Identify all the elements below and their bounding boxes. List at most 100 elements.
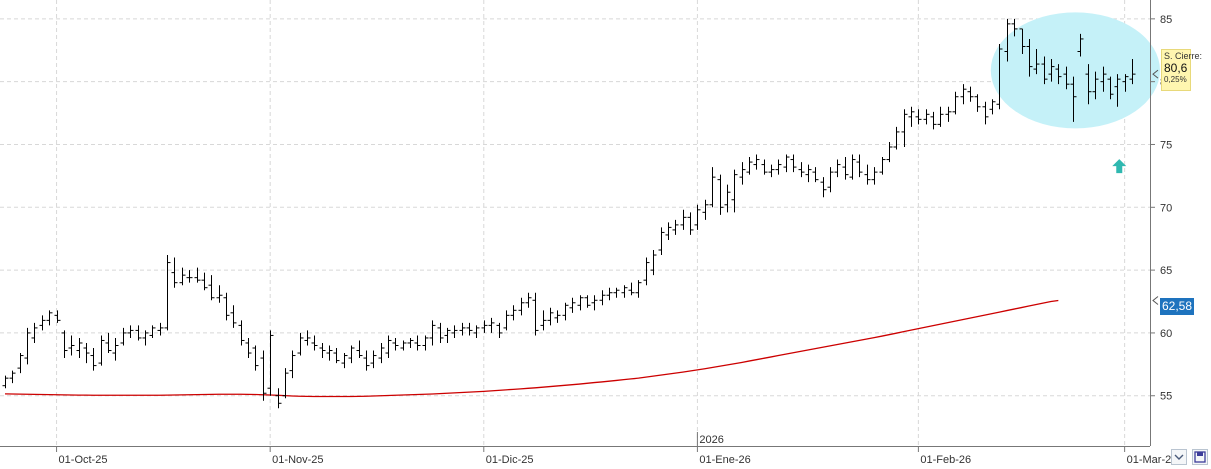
ohlc-bar bbox=[945, 106, 952, 122]
ohlc-bar bbox=[886, 141, 893, 163]
ohlc-bar bbox=[1041, 56, 1048, 85]
ohlc-bar bbox=[171, 257, 178, 288]
moving-average-line bbox=[4, 299, 1059, 398]
ohlc-bar bbox=[1122, 74, 1129, 92]
ohlc-bar bbox=[702, 199, 709, 220]
ohlc-bar bbox=[687, 212, 694, 235]
ohlc-bar bbox=[245, 337, 252, 359]
ohlc-bar bbox=[363, 350, 370, 371]
highlight-ellipse bbox=[990, 12, 1160, 129]
grid bbox=[0, 0, 1150, 446]
x-tick-label: 01-Oct-25 bbox=[59, 454, 108, 466]
y-tick-label: 65 bbox=[1160, 265, 1172, 277]
ohlc-bar bbox=[562, 302, 569, 321]
ohlc-bar bbox=[606, 287, 613, 301]
ohlc-bar bbox=[1070, 76, 1077, 122]
ohlc-bar bbox=[252, 345, 259, 371]
ohlc-bar bbox=[510, 305, 517, 321]
ohlc-bar bbox=[370, 350, 377, 369]
ohlc-bar bbox=[1019, 28, 1026, 55]
ohlc-bar bbox=[400, 340, 407, 351]
ohlc-bar bbox=[1114, 74, 1121, 107]
ohlc-bar bbox=[186, 270, 193, 283]
ohlc-bar bbox=[937, 106, 944, 127]
ohlc-bar bbox=[989, 99, 996, 115]
up-arrow-icon bbox=[1112, 159, 1127, 174]
ohlc-bar bbox=[532, 292, 539, 336]
x-tick-label: 01-Nov-25 bbox=[272, 454, 323, 466]
close-tag-pointer bbox=[1152, 69, 1159, 79]
ohlc-bar bbox=[540, 310, 547, 331]
ohlc-bar bbox=[768, 164, 775, 178]
ohlc-bar bbox=[333, 348, 340, 364]
ohlc-bar bbox=[746, 157, 753, 175]
save-icon bbox=[1194, 451, 1206, 463]
x-tick-label: 01-Feb-26 bbox=[920, 454, 971, 466]
ohlc-bar bbox=[68, 335, 75, 356]
ohlc-bar bbox=[584, 295, 591, 308]
ohlc-bar bbox=[135, 325, 142, 341]
ohlc-bar bbox=[98, 335, 105, 366]
x-tick-label: 01-Ene-26 bbox=[699, 454, 750, 466]
ohlc-bar bbox=[901, 109, 908, 147]
ohlc-bar bbox=[260, 350, 267, 401]
ohlc-bar bbox=[164, 255, 171, 331]
ohlc-bar bbox=[820, 177, 827, 198]
ohlc-bar bbox=[643, 257, 650, 286]
ohlc-bar bbox=[650, 250, 657, 276]
save-button[interactable] bbox=[1192, 449, 1208, 465]
ohlc-bar bbox=[282, 368, 289, 399]
ohlc-bar bbox=[930, 111, 937, 130]
y-tick-label: 55 bbox=[1160, 391, 1172, 403]
ohlc-bar bbox=[709, 167, 716, 208]
ohlc-bar bbox=[1077, 33, 1084, 57]
ohlc-bar bbox=[621, 285, 628, 298]
ohlc-bar bbox=[356, 340, 363, 359]
ohlc-bar bbox=[267, 330, 274, 396]
ohlc-bar bbox=[90, 348, 97, 371]
ohlc-bar bbox=[238, 320, 245, 346]
ohlc-bar bbox=[444, 327, 451, 343]
ohlc-bar bbox=[798, 162, 805, 178]
moving-average-tag: 62,58 bbox=[1160, 298, 1194, 315]
ohlc-bar bbox=[856, 154, 863, 178]
ohlc-bar bbox=[17, 353, 24, 374]
ohlc-bar bbox=[503, 310, 510, 331]
ohlc-bar bbox=[304, 330, 311, 346]
ohlc-bar bbox=[311, 335, 318, 351]
ohlc-bar bbox=[864, 164, 871, 185]
ohlc-bar bbox=[76, 337, 83, 359]
ohlc-bar bbox=[974, 94, 981, 112]
ohlc-bar bbox=[879, 157, 886, 175]
ohlc-bar bbox=[385, 335, 392, 359]
ohlc-bar bbox=[834, 159, 841, 178]
x-tick-label: 01-Dic-25 bbox=[486, 454, 534, 466]
ohlc-bar bbox=[407, 337, 414, 349]
y-tick-label: 85 bbox=[1160, 14, 1172, 26]
ohlc-bar bbox=[672, 219, 679, 235]
ohlc-bar bbox=[717, 174, 724, 215]
ohlc-bar bbox=[783, 154, 790, 173]
ohlc-bar bbox=[466, 322, 473, 336]
ohlc-bar bbox=[680, 209, 687, 230]
ohlc-bar bbox=[481, 320, 488, 333]
axes bbox=[0, 0, 1159, 447]
ohlc-bar bbox=[378, 342, 385, 364]
ohlc-bar bbox=[9, 370, 16, 384]
ohlc-bar bbox=[105, 332, 112, 354]
ohlc-bar bbox=[812, 167, 819, 183]
ohlc-bar bbox=[341, 353, 348, 369]
zoom-toggle-button[interactable] bbox=[1171, 449, 1187, 465]
ohlc-bar bbox=[54, 310, 61, 323]
ohlc-bar bbox=[230, 305, 237, 328]
ohlc-bar bbox=[437, 322, 444, 343]
ohlc-bar bbox=[547, 307, 554, 326]
ohlc-bar bbox=[1055, 64, 1062, 85]
x-axis-ticks: 01-Oct-25 01-Nov-25 01-Dic-25 01-Ene-26 01-F… bbox=[56, 432, 1177, 466]
ohlc-bar bbox=[24, 327, 31, 365]
ohlc-bar bbox=[83, 342, 90, 364]
ohlc-bar bbox=[1063, 66, 1070, 90]
ohlc-bar bbox=[665, 222, 672, 240]
year-marker: 2026 bbox=[699, 434, 723, 446]
